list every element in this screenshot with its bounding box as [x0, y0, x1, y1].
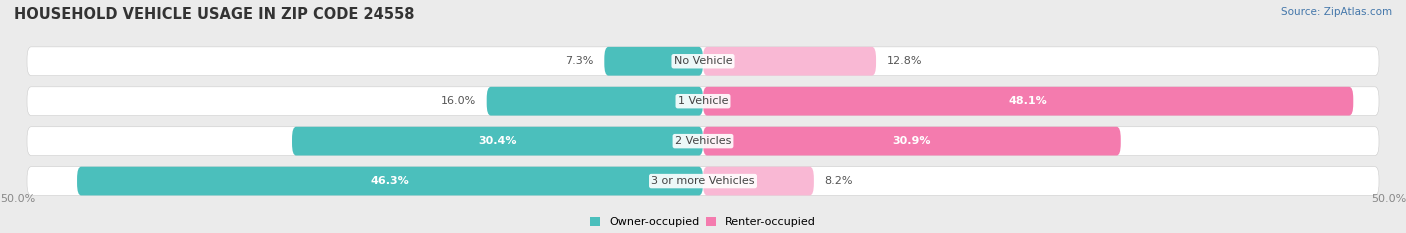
FancyBboxPatch shape	[703, 127, 1121, 155]
Text: 16.0%: 16.0%	[440, 96, 475, 106]
Text: 48.1%: 48.1%	[1008, 96, 1047, 106]
FancyBboxPatch shape	[703, 87, 1354, 116]
FancyBboxPatch shape	[486, 87, 703, 116]
FancyBboxPatch shape	[27, 127, 1379, 155]
FancyBboxPatch shape	[703, 47, 876, 76]
FancyBboxPatch shape	[703, 167, 814, 195]
Text: HOUSEHOLD VEHICLE USAGE IN ZIP CODE 24558: HOUSEHOLD VEHICLE USAGE IN ZIP CODE 2455…	[14, 7, 415, 22]
Text: 46.3%: 46.3%	[371, 176, 409, 186]
Legend: Owner-occupied, Renter-occupied: Owner-occupied, Renter-occupied	[591, 217, 815, 227]
FancyBboxPatch shape	[292, 127, 703, 155]
Text: 2 Vehicles: 2 Vehicles	[675, 136, 731, 146]
Text: 7.3%: 7.3%	[565, 56, 593, 66]
Text: Source: ZipAtlas.com: Source: ZipAtlas.com	[1281, 7, 1392, 17]
Text: 12.8%: 12.8%	[887, 56, 922, 66]
Text: 3 or more Vehicles: 3 or more Vehicles	[651, 176, 755, 186]
Text: 1 Vehicle: 1 Vehicle	[678, 96, 728, 106]
Text: 8.2%: 8.2%	[825, 176, 853, 186]
Text: 30.9%: 30.9%	[893, 136, 931, 146]
FancyBboxPatch shape	[77, 167, 703, 195]
Text: 50.0%: 50.0%	[1371, 194, 1406, 204]
Text: 30.4%: 30.4%	[478, 136, 517, 146]
FancyBboxPatch shape	[27, 87, 1379, 116]
FancyBboxPatch shape	[27, 47, 1379, 76]
FancyBboxPatch shape	[605, 47, 703, 76]
Text: 50.0%: 50.0%	[0, 194, 35, 204]
Text: No Vehicle: No Vehicle	[673, 56, 733, 66]
FancyBboxPatch shape	[27, 167, 1379, 195]
